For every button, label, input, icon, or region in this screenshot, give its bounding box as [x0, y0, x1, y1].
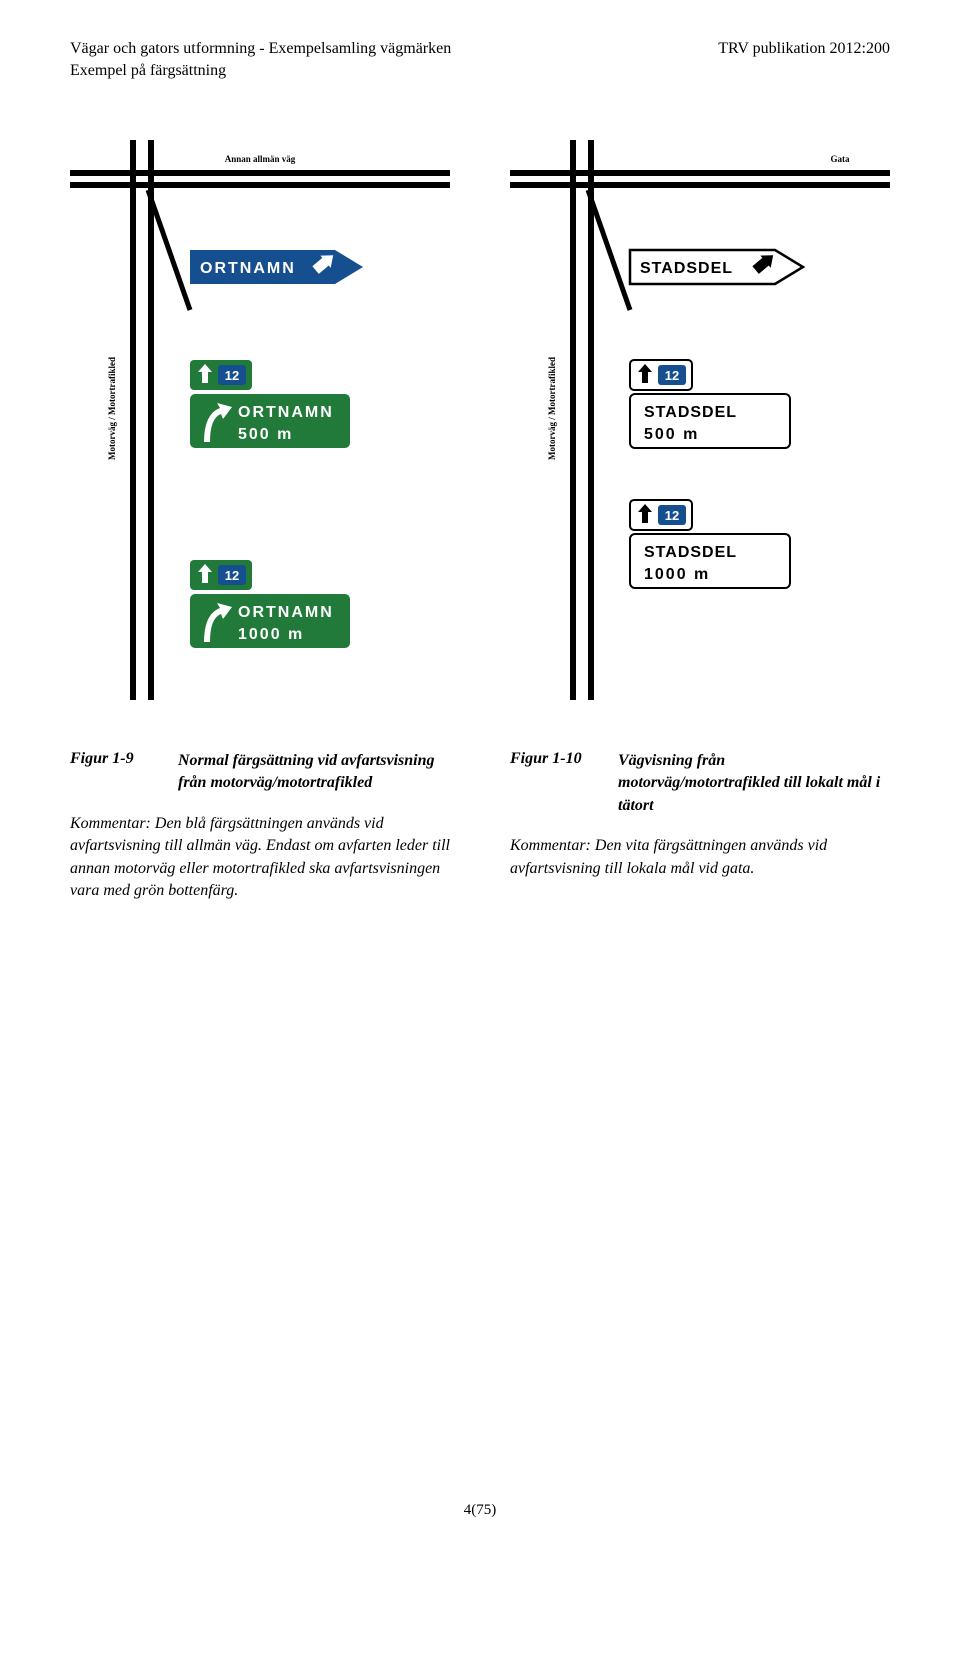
svg-text:ORTNAMN: ORTNAMN [238, 404, 334, 421]
svg-text:1000 m: 1000 m [238, 626, 304, 643]
diagrams-row: Annan allmän väg Motorväg / Motortrafikl… [70, 140, 890, 700]
commentary-right: Kommentar: Den vita färgsättningen använ… [510, 835, 890, 880]
svg-text:1000 m: 1000 m [644, 566, 710, 583]
header-title-left: Vägar och gators utformning - Exempelsam… [70, 40, 451, 58]
fig-title-left: Normal färgsättning vid avfartsvisning f… [178, 750, 450, 795]
fig-label-left: Figur 1-9 [70, 750, 158, 795]
svg-text:12: 12 [225, 568, 239, 583]
fig-row-right: Figur 1-10 Vägvisning från motorväg/moto… [510, 750, 890, 817]
sign-advance-right: STADSDEL [630, 249, 803, 284]
header-title-right: TRV publikation 2012:200 [718, 40, 890, 58]
sign-500-right: 12 STADSDEL 500 m [630, 360, 790, 448]
diagram-right-side-label: Motorväg / Motortrafikled [547, 357, 557, 460]
svg-text:STADSDEL: STADSDEL [644, 404, 737, 421]
diagram-right: Gata Motorväg / Motortrafikled STADSDEL [510, 140, 890, 700]
caption-right: Figur 1-10 Vägvisning från motorväg/moto… [510, 750, 890, 902]
sign-1000-left: 12 ORTNAMN 1000 m [190, 560, 350, 648]
diagram-right-svg: Gata Motorväg / Motortrafikled STADSDEL [510, 140, 890, 700]
diagram-left-svg: Annan allmän väg Motorväg / Motortrafikl… [70, 140, 450, 700]
diagram-left: Annan allmän väg Motorväg / Motortrafikl… [70, 140, 450, 700]
header-row: Vägar och gators utformning - Exempelsam… [70, 40, 890, 58]
diagram-right-top-label: Gata [831, 154, 850, 164]
svg-text:STADSDEL: STADSDEL [640, 260, 733, 277]
page: Vägar och gators utformning - Exempelsam… [0, 0, 960, 1559]
fig-title-right: Vägvisning från motorväg/motortrafikled … [618, 750, 890, 817]
svg-text:12: 12 [665, 508, 679, 523]
svg-text:500 m: 500 m [644, 426, 699, 443]
header-subtitle: Exempel på färgsättning [70, 62, 890, 80]
svg-text:12: 12 [665, 368, 679, 383]
fig-label-right: Figur 1-10 [510, 750, 598, 817]
svg-text:STADSDEL: STADSDEL [644, 544, 737, 561]
caption-left: Figur 1-9 Normal färgsättning vid avfart… [70, 750, 450, 902]
diagram-left-side-label: Motorväg / Motortrafikled [107, 357, 117, 460]
svg-text:ORTNAMN: ORTNAMN [200, 260, 296, 277]
fig-row-left: Figur 1-9 Normal färgsättning vid avfart… [70, 750, 450, 795]
commentary-left: Kommentar: Den blå färgsättningen använd… [70, 813, 450, 903]
diagram-left-top-label: Annan allmän väg [225, 154, 296, 164]
sign-500-left: 12 ORTNAMN 500 m [190, 360, 350, 448]
svg-text:ORTNAMN: ORTNAMN [238, 604, 334, 621]
svg-text:12: 12 [225, 368, 239, 383]
captions-row: Figur 1-9 Normal färgsättning vid avfart… [70, 750, 890, 902]
svg-text:500 m: 500 m [238, 426, 293, 443]
sign-advance-left: ORTNAMN [190, 249, 363, 284]
sign-1000-right: 12 STADSDEL 1000 m [630, 500, 790, 588]
page-number: 4(75) [70, 1502, 890, 1519]
